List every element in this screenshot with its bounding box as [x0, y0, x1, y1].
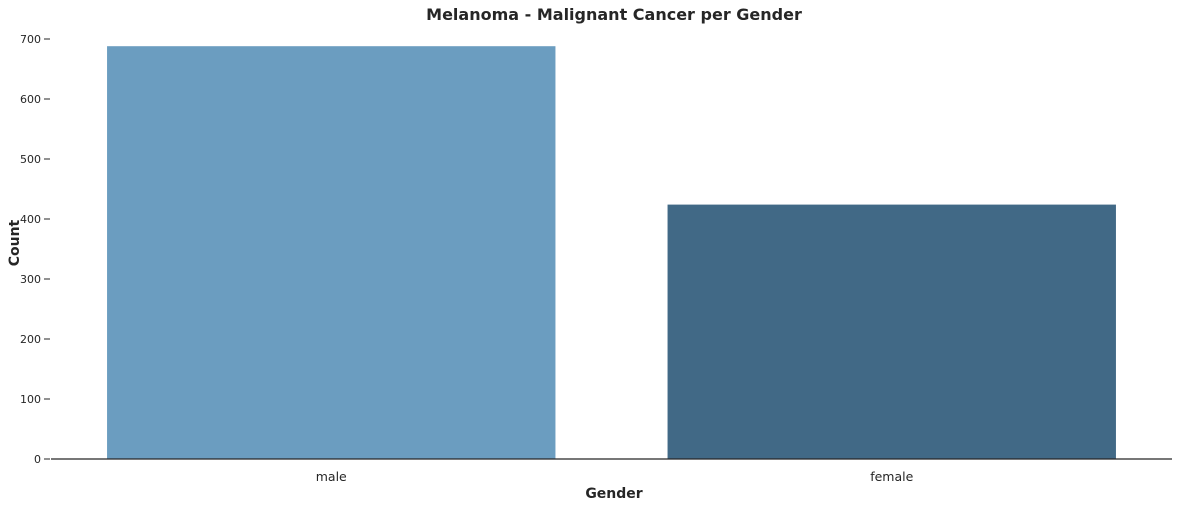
y-tick-label: 0: [34, 453, 41, 466]
x-axis: male female: [316, 469, 914, 484]
chart-title: Melanoma - Malignant Cancer per Gender: [426, 5, 802, 24]
bar-male: [107, 46, 556, 459]
y-tick-label: 200: [20, 333, 41, 346]
x-tick-label: male: [316, 469, 347, 484]
x-axis-label: Gender: [585, 486, 642, 502]
y-tick-label: 400: [20, 213, 41, 226]
y-tick-label: 500: [20, 153, 41, 166]
y-tick-label: 100: [20, 393, 41, 406]
y-axis-label: Count: [7, 219, 23, 266]
bars: [107, 46, 1116, 459]
bar-female: [667, 204, 1116, 459]
y-tick-label: 300: [20, 273, 41, 286]
y-tick-label: 600: [20, 93, 41, 106]
x-tick-label: female: [870, 469, 913, 484]
y-axis: 0 100 200 300 400 500 600 700: [20, 33, 50, 466]
y-tick-label: 700: [20, 33, 41, 46]
